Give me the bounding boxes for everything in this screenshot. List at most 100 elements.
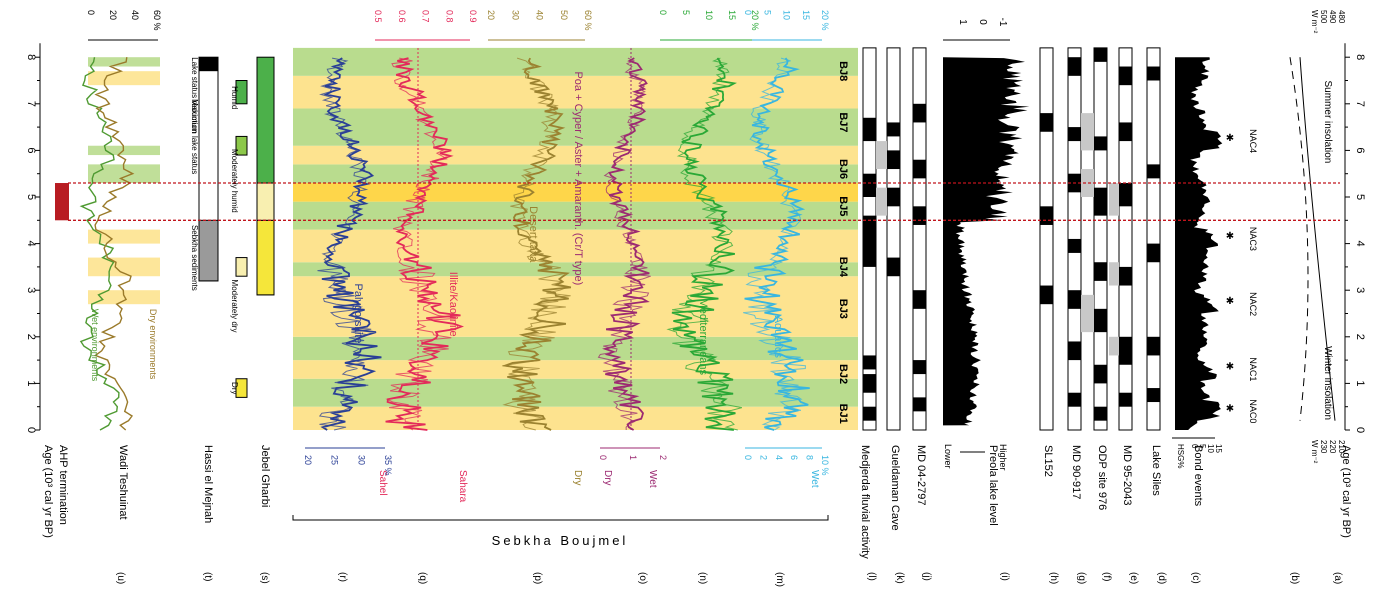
lake-siles-column-block-1 bbox=[1147, 336, 1160, 356]
nac-marker: ✱ bbox=[1226, 403, 1234, 414]
summer-insolation-curve bbox=[1299, 57, 1336, 421]
desert-top-tick: 50 bbox=[559, 10, 569, 20]
md04-2797-column-block-4 bbox=[913, 159, 926, 179]
mediterraneans-curve bbox=[666, 57, 743, 431]
wadi-dry-curve bbox=[93, 57, 135, 431]
panel-title-4: MD 95-2043 bbox=[1121, 445, 1133, 506]
panel-letter-20: (u) bbox=[115, 572, 126, 584]
aquatics-bottom-tick: 0 bbox=[743, 455, 753, 460]
hsg-tick: 10 bbox=[1206, 444, 1215, 453]
md95-2043-column-block-2 bbox=[1119, 266, 1132, 286]
poa-cyper-curve bbox=[602, 57, 650, 431]
sebkha-boujmel-label: Sebkha Boujmel bbox=[492, 533, 629, 548]
winter-insolation-label: Winter insolation bbox=[1322, 346, 1333, 420]
wadi-band-2 bbox=[88, 229, 160, 244]
hsg-tick: 0 bbox=[1190, 444, 1199, 449]
nac-marker: ✱ bbox=[1226, 231, 1234, 242]
mediterraneans-top-tick: 15 bbox=[727, 10, 737, 20]
bj-label-BJ2: BJ2 bbox=[837, 364, 849, 384]
wadi-top-tick: 0 bbox=[86, 10, 96, 15]
panel-letter-1: (b) bbox=[1289, 572, 1300, 584]
panel-title-10: Gueldaman Cave bbox=[889, 445, 901, 531]
bj-label-BJ6: BJ6 bbox=[837, 159, 849, 179]
medjerda-column-block-4 bbox=[863, 173, 876, 197]
panel-title-9: MD 04-2797 bbox=[915, 445, 927, 506]
age-axis-right-tick-label: 1 bbox=[1354, 380, 1366, 386]
md90-917-column-block-3 bbox=[1068, 238, 1081, 253]
jebel-label-3: Dry bbox=[230, 382, 239, 394]
odp976-column-block-2 bbox=[1094, 308, 1107, 333]
panel-letter-0: (a) bbox=[1332, 572, 1343, 584]
aquatics-bottom-tick: 10 % bbox=[820, 455, 830, 476]
nac-marker: ✱ bbox=[1226, 361, 1234, 372]
odp976-column-block-3 bbox=[1094, 262, 1107, 281]
age-axis-right-tick-label: 8 bbox=[1354, 54, 1366, 60]
bj-label-BJ7: BJ7 bbox=[837, 112, 849, 132]
preola-top-tick: 1 bbox=[957, 19, 968, 25]
jebel-legend-swatch-1 bbox=[235, 135, 248, 156]
wadi-top-tick: 40 bbox=[130, 10, 140, 20]
panel-letter-13: (n) bbox=[697, 572, 708, 584]
poa-bottom-tick: 0 bbox=[598, 455, 608, 460]
jebel-legend-swatch-2 bbox=[235, 257, 248, 277]
mediterraneans-series-label: Mediterraneans bbox=[697, 299, 709, 376]
age-axis-right-tick-label: 0 bbox=[1354, 427, 1366, 433]
aquatics-bottom-tick: 6 bbox=[789, 455, 799, 460]
jebel-label-2: Moderately dry bbox=[230, 280, 239, 333]
odp976-column-block-0 bbox=[1094, 406, 1107, 421]
proxy-columns bbox=[55, 47, 1223, 431]
mediterraneans-curve bbox=[671, 57, 737, 431]
sl152-column-block-1 bbox=[1040, 206, 1053, 225]
md90-917-column-block-6 bbox=[1068, 57, 1081, 76]
desert-bottom-label: Dry bbox=[572, 470, 583, 486]
aquatics-top-tick: 15 bbox=[801, 10, 811, 20]
insolation-bottom-tick: 210 bbox=[1337, 440, 1346, 454]
jebel-gharbi-moderately-dry bbox=[256, 182, 275, 221]
lake-siles-column-frame bbox=[1146, 47, 1161, 431]
jebel-label-0: Humid bbox=[230, 86, 239, 109]
insolation-bottom-tick: W m⁻² bbox=[1310, 440, 1319, 464]
insolation-top-tick: 490 bbox=[1328, 10, 1337, 24]
aquatics-curve bbox=[744, 57, 810, 431]
mediterraneans-top-tick: 0 bbox=[658, 10, 668, 15]
wadi-band-5 bbox=[88, 71, 160, 86]
md90-917-column-block-0 bbox=[1068, 392, 1081, 407]
panel-letter-18: (s) bbox=[259, 572, 270, 584]
nac-label-NAC2: NAC2 bbox=[1248, 292, 1258, 316]
panel-title-18: Jebel Gharbi bbox=[259, 445, 271, 507]
bj-label-BJ8: BJ8 bbox=[837, 61, 849, 81]
md04-2797-column-block-3 bbox=[913, 206, 926, 225]
bond-events-profile bbox=[1175, 57, 1223, 430]
hsg-tick: 5 bbox=[1198, 444, 1207, 449]
panel-letter-10: (k) bbox=[894, 572, 905, 584]
aquatics-top-tick: 10 bbox=[782, 10, 792, 20]
panel-letter-12: (m) bbox=[774, 572, 785, 587]
poa-series-label: Poa + Cyper / Aster + Amaranth. (Cr/T ty… bbox=[572, 71, 584, 285]
age-axis-left-tick-label: 5 bbox=[25, 194, 37, 200]
age-axis-right-tick-label: 2 bbox=[1354, 334, 1366, 340]
panel-title-6: MD 90-917 bbox=[1070, 445, 1082, 499]
desert-top-tick: 40 bbox=[535, 10, 545, 20]
nac-marker: ✱ bbox=[1226, 133, 1234, 144]
wadi-dry-label: Dry environments bbox=[148, 309, 158, 380]
age-axis-right-tick-label: 5 bbox=[1354, 194, 1366, 200]
band-7 bbox=[293, 201, 858, 230]
lake-siles-column-block-4 bbox=[1147, 66, 1160, 81]
panel-title-3: Lake Siles bbox=[1150, 445, 1162, 496]
md04-2797-column-frame bbox=[912, 47, 927, 431]
illite-series-label: Illite/Kaolinite bbox=[447, 272, 459, 337]
nac-label-NAC0: NAC0 bbox=[1248, 399, 1258, 423]
odp976-column-block-5 bbox=[1094, 136, 1107, 151]
correlation-band-2 bbox=[1109, 183, 1119, 216]
desert-top-tick: 60 % bbox=[583, 10, 593, 31]
correlation-band-0 bbox=[1109, 336, 1119, 356]
gueldaman-column-block-3 bbox=[887, 122, 900, 137]
band-3 bbox=[293, 336, 858, 361]
panel-letter-4: (e) bbox=[1128, 572, 1139, 584]
md90-917-column-block-5 bbox=[1068, 127, 1081, 142]
desert-top-tick: 30 bbox=[510, 10, 520, 20]
sl152-column-block-0 bbox=[1040, 285, 1053, 305]
medjerda-column-block-3 bbox=[863, 215, 876, 267]
panel-title-8: Preola lake level bbox=[987, 445, 999, 526]
aquatics-top-tick: 5 bbox=[762, 10, 772, 15]
